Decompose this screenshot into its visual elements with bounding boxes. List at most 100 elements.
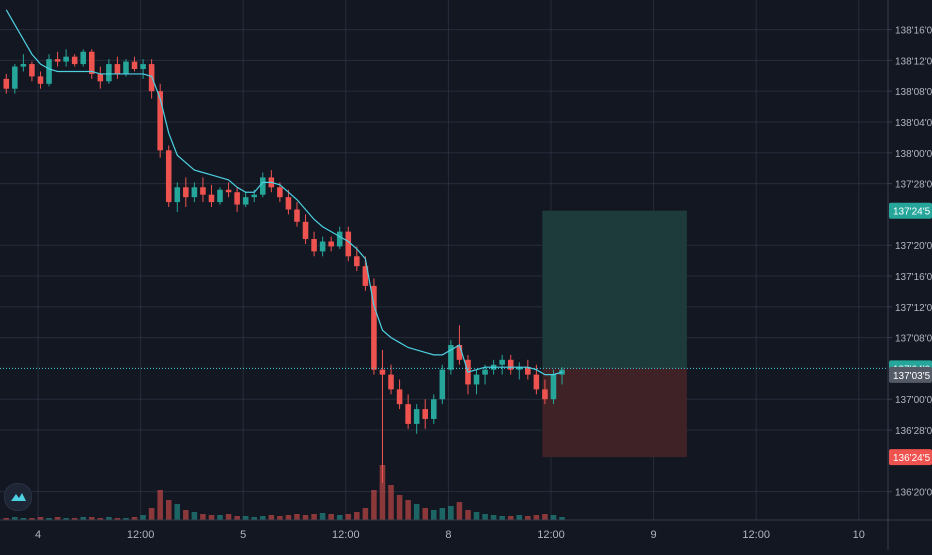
y-tick-label: 138'00'0 [895,149,932,160]
volume-bar [465,510,471,520]
volume-bar [431,510,437,520]
volume-bar [242,516,249,520]
candle-body [3,78,10,89]
candle-body [362,266,369,286]
y-tick-label: 137'12'0 [895,303,932,314]
candle-body [542,389,548,400]
x-tick-label: 12:00 [127,529,155,541]
candle-body [302,221,309,240]
target-price-label: 137'24'5 [889,202,932,219]
last-label-bg [889,366,932,383]
candle-body [431,399,437,419]
x-tick-label: 12:00 [537,529,565,541]
candles [3,49,565,484]
x-tick-label: 12:00 [332,529,360,541]
candle-body [533,374,540,390]
candle-body [123,61,129,74]
volume-bar [131,517,138,520]
candle-body [507,359,514,370]
volume-bar [559,517,565,520]
candle-body [157,91,163,151]
candle-body [46,59,52,84]
candle-body [294,209,300,222]
candle-body [165,150,172,203]
volume-bar [354,512,360,520]
volume-bar [148,508,155,520]
position-zones[interactable] [542,210,687,458]
candle-body [63,56,69,62]
volume-bar [277,516,283,520]
volume-bar [260,516,266,520]
candle-body [439,369,446,400]
candle-body [183,187,189,198]
volume-bar [413,504,420,520]
candle-body [388,374,394,390]
candle-body [345,231,352,257]
volume-bar [157,490,163,520]
volume-bar [29,518,35,520]
stop-price-label: 136'24'5 [889,449,932,466]
volume-bar [302,515,309,520]
volume-bar [550,515,557,520]
candle-body [89,51,95,74]
candle-body [473,374,480,385]
volume-bar [200,514,206,520]
candle-body [260,177,266,195]
volume-bar [422,508,428,520]
candle-body [482,369,488,375]
stop-zone [542,368,687,458]
candle-body [413,409,420,424]
volume-bar [191,512,198,520]
volume-bar [499,516,505,520]
volume-bar [336,515,343,520]
y-tick-label: 138'12'0 [895,56,932,67]
candle-body [20,64,27,67]
candle-body [12,66,18,89]
y-tick-label: 138'08'0 [895,87,932,98]
x-tick-label: 5 [240,529,246,541]
candle-body [97,73,104,82]
volume-bar [490,515,497,520]
price-labels: 137'24'5 137'04'0 137'03'5 136'24'5 [889,202,932,466]
y-tick-label: 138'16'0 [895,26,932,37]
candle-body [499,359,505,365]
volume-bar [106,517,112,520]
candle-body [37,76,44,84]
volume-bar [234,516,240,520]
candle-body [371,285,377,370]
candle-body [200,187,206,195]
volume-bar [174,504,181,520]
candle-body [319,241,326,252]
volume-bar [80,517,86,520]
stop-price-text: 136'24'5 [893,453,931,464]
volume-bar [140,515,146,520]
moving-average [5,9,563,376]
x-tick-label: 8 [445,529,451,541]
last-price-text: 137'03'5 [893,371,931,382]
volume-bar [525,516,531,520]
tradingview-logo-icon[interactable] [4,483,32,511]
candle-body [54,59,61,62]
candle-body [114,64,121,74]
stop-label-bg [889,449,932,466]
candle-body [525,367,531,375]
candle-body [550,374,557,400]
volume-bar [396,495,403,520]
volume-bar [362,508,369,520]
grid [0,0,888,520]
volume-bar [482,514,488,520]
volume-bar [251,517,257,520]
candle-body [405,404,411,424]
ma-line [5,9,563,376]
x-tick-label: 10 [853,529,865,541]
y-tick-label: 136'28'0 [895,426,932,437]
volume-bar [285,515,292,520]
volume-bar [46,518,52,520]
x-tick-label: 12:00 [742,529,770,541]
x-tick-label: 4 [35,529,41,541]
candle-body [285,197,292,210]
y-tick-label: 137'20'0 [895,241,932,252]
